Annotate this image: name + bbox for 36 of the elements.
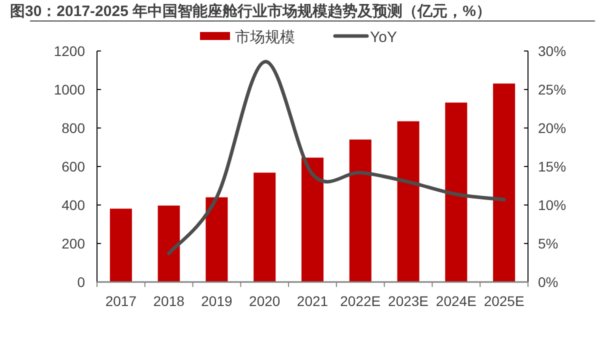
bar: [397, 121, 420, 282]
bar: [493, 84, 516, 282]
y-tick-label: 0: [77, 274, 86, 290]
y2-tick-label: 5%: [538, 236, 558, 252]
bar: [301, 158, 324, 282]
y2-tick-label: 10%: [538, 197, 566, 213]
x-tick-label: 2023E: [388, 293, 429, 309]
legend-label: YoY: [370, 29, 397, 46]
bar: [349, 140, 372, 282]
bar: [254, 172, 276, 282]
bar: [110, 208, 132, 282]
y2-tick-label: 20%: [538, 120, 566, 136]
y2-tick-label: 25%: [538, 82, 566, 98]
y-tick-label: 600: [62, 158, 86, 174]
y-tick-label: 800: [62, 120, 86, 136]
x-tick-label: 2021: [296, 293, 328, 309]
chart-title: 图30：2017-2025 年中国智能座舱行业市场规模趋势及预测（亿元，%）: [10, 2, 491, 20]
bar: [445, 102, 468, 282]
x-tick-label: 2025E: [484, 293, 524, 309]
x-tick-label: 2022E: [340, 293, 381, 309]
y2-tick-label: 0%: [538, 274, 558, 290]
bar: [158, 206, 180, 282]
y2-tick-label: 30%: [538, 43, 566, 59]
line-series: [167, 60, 506, 256]
x-tick-label: 2020: [249, 293, 280, 309]
x-tick-label: 2019: [201, 293, 233, 309]
x-tick-label: 2024E: [436, 293, 476, 309]
y-tick-label: 200: [62, 236, 86, 252]
bar: [206, 197, 228, 282]
y-tick-label: 1000: [54, 82, 86, 98]
y2-tick-label: 15%: [538, 158, 566, 174]
x-tick-label: 2018: [153, 293, 185, 309]
legend-label: 市场规模: [235, 29, 295, 46]
x-tick-label: 2017: [105, 293, 137, 309]
y-tick-label: 400: [62, 197, 86, 213]
y-tick-label: 1200: [54, 43, 86, 59]
